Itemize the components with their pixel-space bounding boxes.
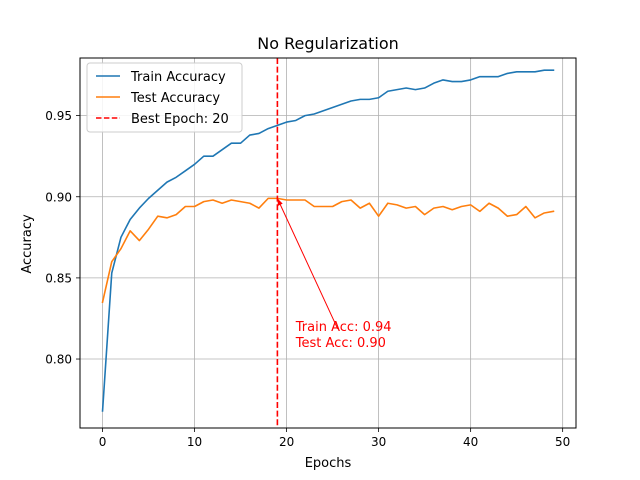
series-lines [101,69,555,412]
annotation-text: Train Acc: 0.94 Test Acc: 0.90 [295,320,396,351]
legend-label-train: Train Accuracy [130,70,226,85]
annotation-train-acc: Train Acc: 0.94 [295,320,392,335]
x-tick-label: 0 [99,435,107,449]
train-accuracy-line [101,69,555,412]
y-tick-label: 0.90 [45,190,72,204]
y-tick-label: 0.85 [45,271,72,285]
x-tick-label: 40 [463,435,478,449]
x-axis-label: Epochs [305,456,352,471]
annotation-test-acc: Test Acc: 0.90 [295,336,386,351]
annotation-group: Train Acc: 0.94 Test Acc: 0.90 [276,198,396,351]
legend-label-best-epoch: Best Epoch: 20 [131,112,229,127]
x-tick-label: 20 [279,435,294,449]
x-tick-label: 50 [555,435,570,449]
legend-label-test: Test Accuracy [130,91,220,106]
legend: Train Accuracy Test Accuracy Best Epoch:… [86,62,243,133]
x-tick-label: 10 [187,435,202,449]
axis-ticks: 0 10 20 30 40 50 0.80 0.85 0.90 0.95 [45,109,570,449]
chart-title: No Regularization [257,34,399,53]
y-tick-label: 0.95 [45,109,72,123]
annotation-arrow [276,198,339,330]
x-tick-label: 30 [371,435,386,449]
y-axis-label: Accuracy [20,214,35,274]
test-accuracy-line [101,197,555,304]
legend-box [86,62,243,133]
annotation-arrowhead [277,198,283,206]
plot-area-frame [79,57,577,429]
y-tick-label: 0.80 [45,353,72,367]
